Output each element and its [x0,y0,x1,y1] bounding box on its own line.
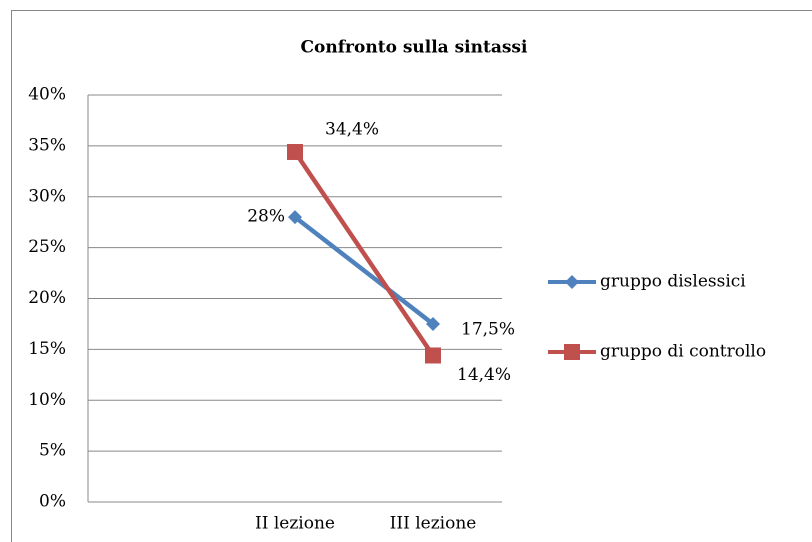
data-point [425,347,441,364]
y-tick-label: 5% [39,441,66,461]
x-tick-label: II lezione [255,514,335,534]
x-tick-label: III lezione [390,514,477,534]
data-label: 17,5% [461,319,515,339]
y-tick-label: 15% [28,339,66,359]
y-tick-label: 20% [28,288,66,308]
y-tick-label: 35% [28,135,66,155]
data-label: 34,4% [325,119,379,139]
legend-label: gruppo dislessici [600,272,746,292]
y-tick-label: 30% [28,186,66,206]
legend-label: gruppo di controllo [600,342,766,362]
chart-border [11,10,812,542]
data-label: 14,4% [457,365,511,385]
y-tick-label: 25% [28,237,66,257]
series-line [293,150,435,357]
legend-marker [565,275,579,289]
y-tick-label: 0% [39,492,66,512]
data-point [287,143,303,160]
y-tick-label: 40% [28,85,66,105]
y-tick-label: 10% [28,390,66,410]
data-point [288,210,302,225]
chart-title: Confronto sulla sintassi [301,38,528,58]
legend-marker [564,344,580,360]
data-point [426,316,440,331]
series-line [293,215,435,326]
data-label: 28% [247,207,285,227]
